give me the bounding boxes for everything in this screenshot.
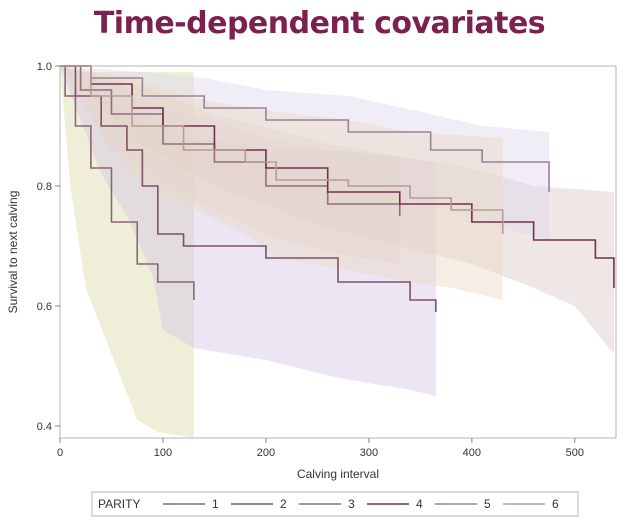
- survival-line-parity-2: [60, 65, 437, 312]
- y-tick-label: 0.4: [37, 421, 52, 433]
- legend-label-parity-6: 6: [552, 497, 559, 511]
- legend-title: PARITY: [98, 497, 140, 511]
- x-tick-label: 400: [463, 447, 481, 459]
- y-tick-label: 0.8: [37, 181, 52, 193]
- confidence-band-parity-6: [60, 66, 503, 300]
- y-tick-label: 0.6: [37, 301, 52, 313]
- legend-label-parity-5: 5: [484, 497, 491, 511]
- confidence-band-parity-5: [60, 66, 550, 240]
- survival-lines: [60, 65, 615, 312]
- legend-label-parity-1: 1: [212, 497, 219, 511]
- x-tick-label: 300: [360, 447, 378, 459]
- legend-label-parity-2: 2: [280, 497, 287, 511]
- survival-line-parity-5: [60, 65, 550, 192]
- y-axis-label: Survival to next calving: [6, 191, 20, 314]
- legend-label-parity-4: 4: [416, 497, 423, 511]
- x-tick-label: 500: [566, 447, 584, 459]
- confidence-band-parity-3: [60, 66, 400, 264]
- confidence-bands: [60, 66, 614, 438]
- confidence-band-parity-1: [60, 66, 194, 438]
- legend-entries: 1 2 3 4 5 6: [163, 497, 559, 511]
- x-axis-label: Calving interval: [297, 467, 379, 481]
- y-tick-label: 1.0: [37, 61, 52, 73]
- survival-line-parity-6: [60, 65, 504, 234]
- plot-frame: [59, 65, 617, 439]
- legend-frame: [91, 491, 579, 517]
- legend-label-parity-3: 3: [348, 497, 355, 511]
- slide-title: Time-dependent covariates: [93, 6, 546, 41]
- survival-line-parity-1: [60, 65, 195, 300]
- axes: 0 100 200 300 400 500 0.4 0.6 0.8 1.0: [37, 61, 584, 459]
- x-tick-label: 0: [57, 447, 63, 459]
- x-tick-label: 100: [154, 447, 172, 459]
- x-tick-label: 200: [257, 447, 275, 459]
- confidence-band-parity-4: [60, 66, 614, 354]
- confidence-band-parity-2: [60, 66, 436, 396]
